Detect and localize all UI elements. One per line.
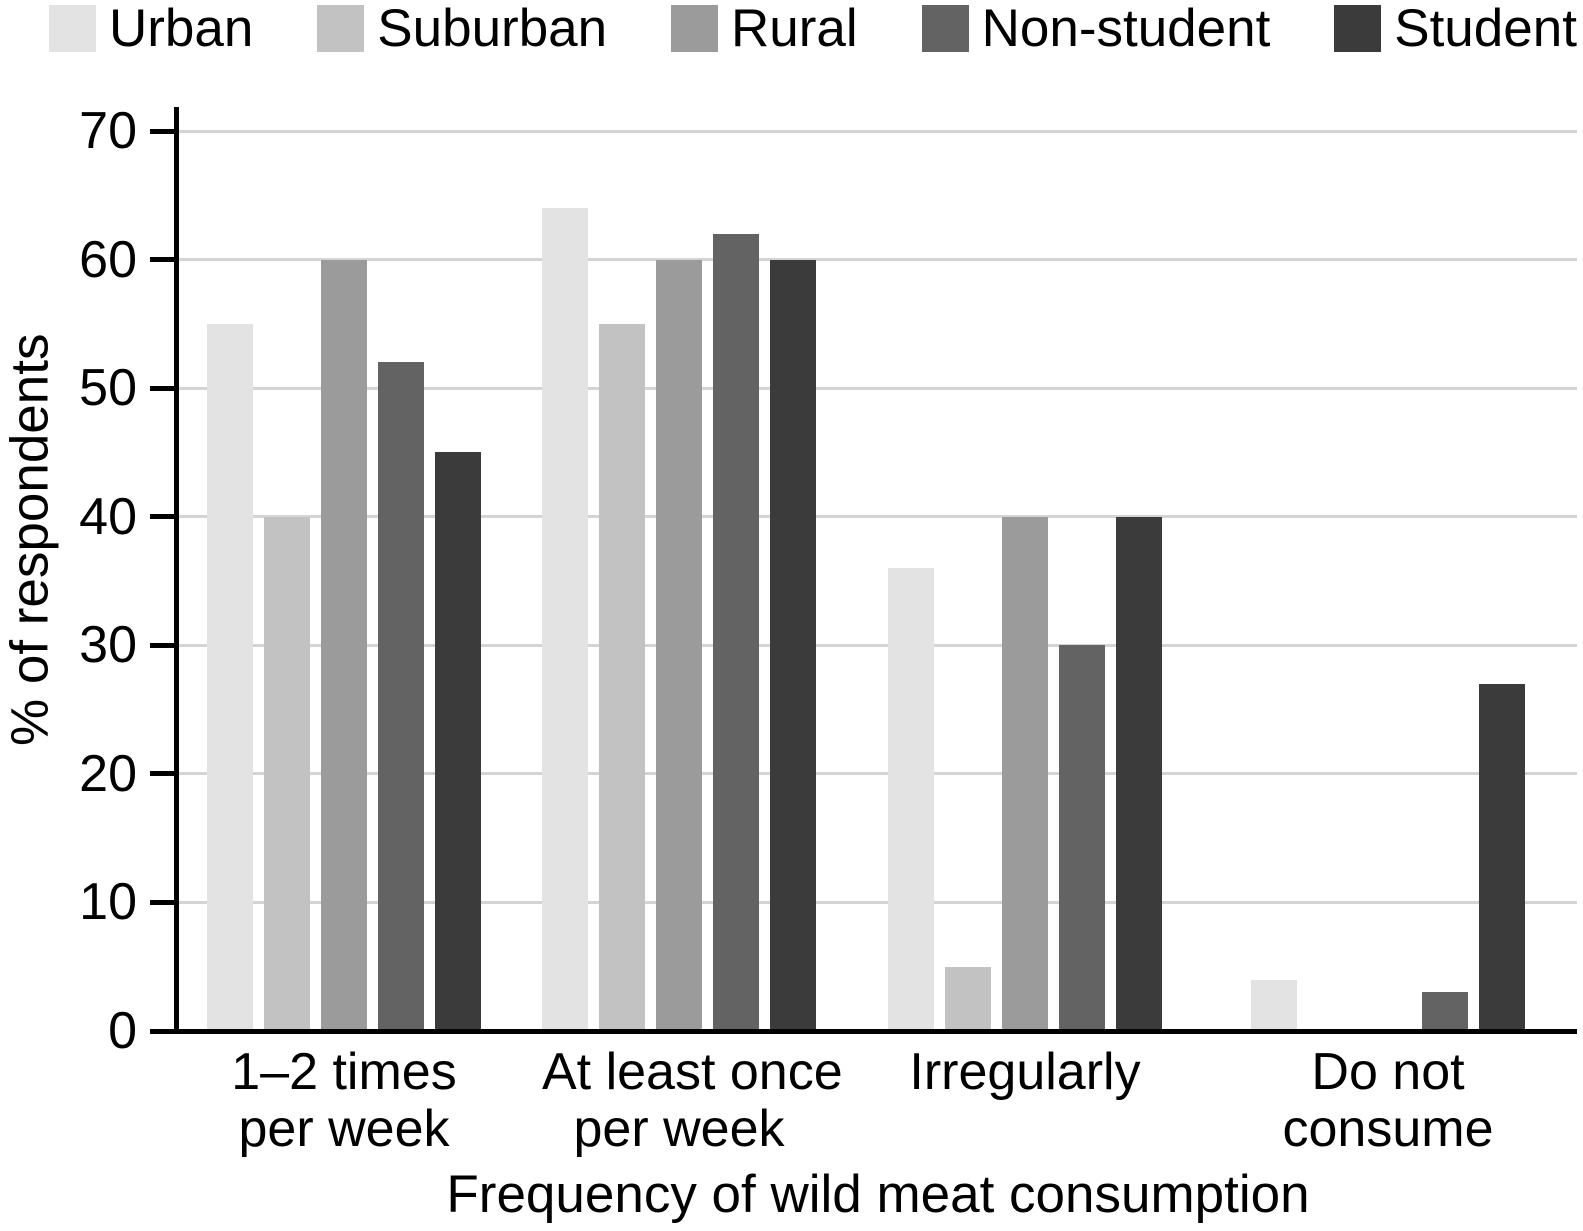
legend-item-non-student: Non-student [921,0,1271,58]
legend-item-urban: Urban [49,2,253,55]
gridline-70 [179,129,1577,133]
legend-label-urban: Urban [109,0,254,58]
x-tick-label-line: per week [573,1100,785,1158]
x-tick-label-do-not-consume: Do not consume [1251,1044,1525,1158]
gridline-60 [179,258,1577,262]
gridline-40 [179,515,1577,519]
y-tick-60 [150,257,179,263]
bar-student-do-not-consume [1479,683,1525,1031]
bar-group-1-2-times-per-week [207,131,481,1031]
bar-student-at-least-once-per-week [770,259,816,1031]
gridline-10 [179,900,1577,904]
x-tick-label-line: per week [238,1100,450,1158]
y-tick-20 [150,771,179,777]
bar-suburban-at-least-once-per-week [599,323,645,1031]
bar-urban-do-not-consume [1251,979,1297,1031]
y-axis-line [174,107,179,1034]
bar-suburban-irregularly [945,966,991,1031]
bar-groups [179,131,1577,1031]
gridline-20 [179,772,1577,776]
y-tick-label-50: 50 [79,359,137,418]
y-tick-50 [150,385,179,391]
y-tick-30 [150,642,179,648]
x-tick-label-line: Do not [1311,1043,1465,1101]
bar-suburban-1-2-times-per-week [264,516,310,1031]
x-axis-line [174,1029,1577,1034]
legend-swatch-suburban [317,5,365,52]
y-tick-label-40: 40 [79,487,137,546]
bar-urban-irregularly [888,568,934,1031]
y-tick-label-60: 60 [79,230,137,289]
y-tick-40 [150,514,179,520]
gridline-30 [179,643,1577,647]
bar-urban-1-2-times-per-week [207,323,253,1031]
y-tick-label-20: 20 [79,744,137,803]
legend-label-non-student: Non-student [981,0,1271,58]
y-tick-10 [150,899,179,905]
bar-group-at-least-once-per-week [542,131,816,1031]
bar-non-student-do-not-consume [1422,992,1468,1031]
legend-swatch-urban [49,5,96,52]
y-tick-0 [150,1028,179,1034]
x-axis-title: Frequency of wild meat consumption [446,1165,1310,1224]
x-tick-labels: 1–2 times per week At least once per week Ir… [179,1044,1577,1158]
plot-values: 0 10 20 30 40 50 60 70 [79,105,1577,1057]
y-tick-label-10: 10 [79,873,137,932]
legend-item-student: Student [1334,2,1577,55]
gridline-50 [179,386,1577,390]
x-tick-label-irregularly: Irregularly [888,1044,1162,1158]
legend-label-rural: Rural [731,0,858,58]
y-tick-label-30: 30 [79,616,137,675]
y-tick-label-0: 0 [108,1002,137,1060]
bar-urban-at-least-once-per-week [542,208,588,1031]
x-tick-label-line: At least once [542,1043,843,1101]
chart-legend: Urban Suburban Rural Non-student Student [49,2,1577,55]
x-tick-label-at-least-once-per-week: At least once per week [542,1043,843,1158]
bar-group-irregularly [888,131,1162,1031]
bar-student-1-2-times-per-week [435,452,481,1031]
legend-swatch-rural [671,5,719,52]
x-tick-label-line: Irregularly [909,1043,1141,1101]
bar-student-irregularly [1116,516,1162,1031]
legend-swatch-student [1334,5,1382,52]
x-tick-label-1-2-times-per-week: 1–2 times per week [207,1044,481,1158]
y-axis-title: % of respondents [0,333,60,747]
legend-swatch-non-student [921,5,969,52]
legend-item-rural: Rural [671,2,858,55]
bar-non-student-irregularly [1059,645,1105,1031]
legend-label-student: Student [1394,0,1577,58]
bar-rural-irregularly [1002,516,1048,1031]
bar-rural-at-least-once-per-week [656,259,702,1031]
legend-item-suburban: Suburban [317,2,607,55]
bar-rural-1-2-times-per-week [321,259,367,1031]
y-tick-label-70: 70 [79,102,137,160]
x-tick-label-line: consume [1282,1100,1494,1158]
bar-group-do-not-consume [1251,131,1525,1031]
bar-non-student-1-2-times-per-week [378,362,424,1031]
y-tick-70 [150,128,179,134]
x-tick-label-line: 1–2 times [231,1043,457,1101]
legend-label-suburban: Suburban [377,0,608,58]
bar-non-student-at-least-once-per-week [713,233,759,1031]
